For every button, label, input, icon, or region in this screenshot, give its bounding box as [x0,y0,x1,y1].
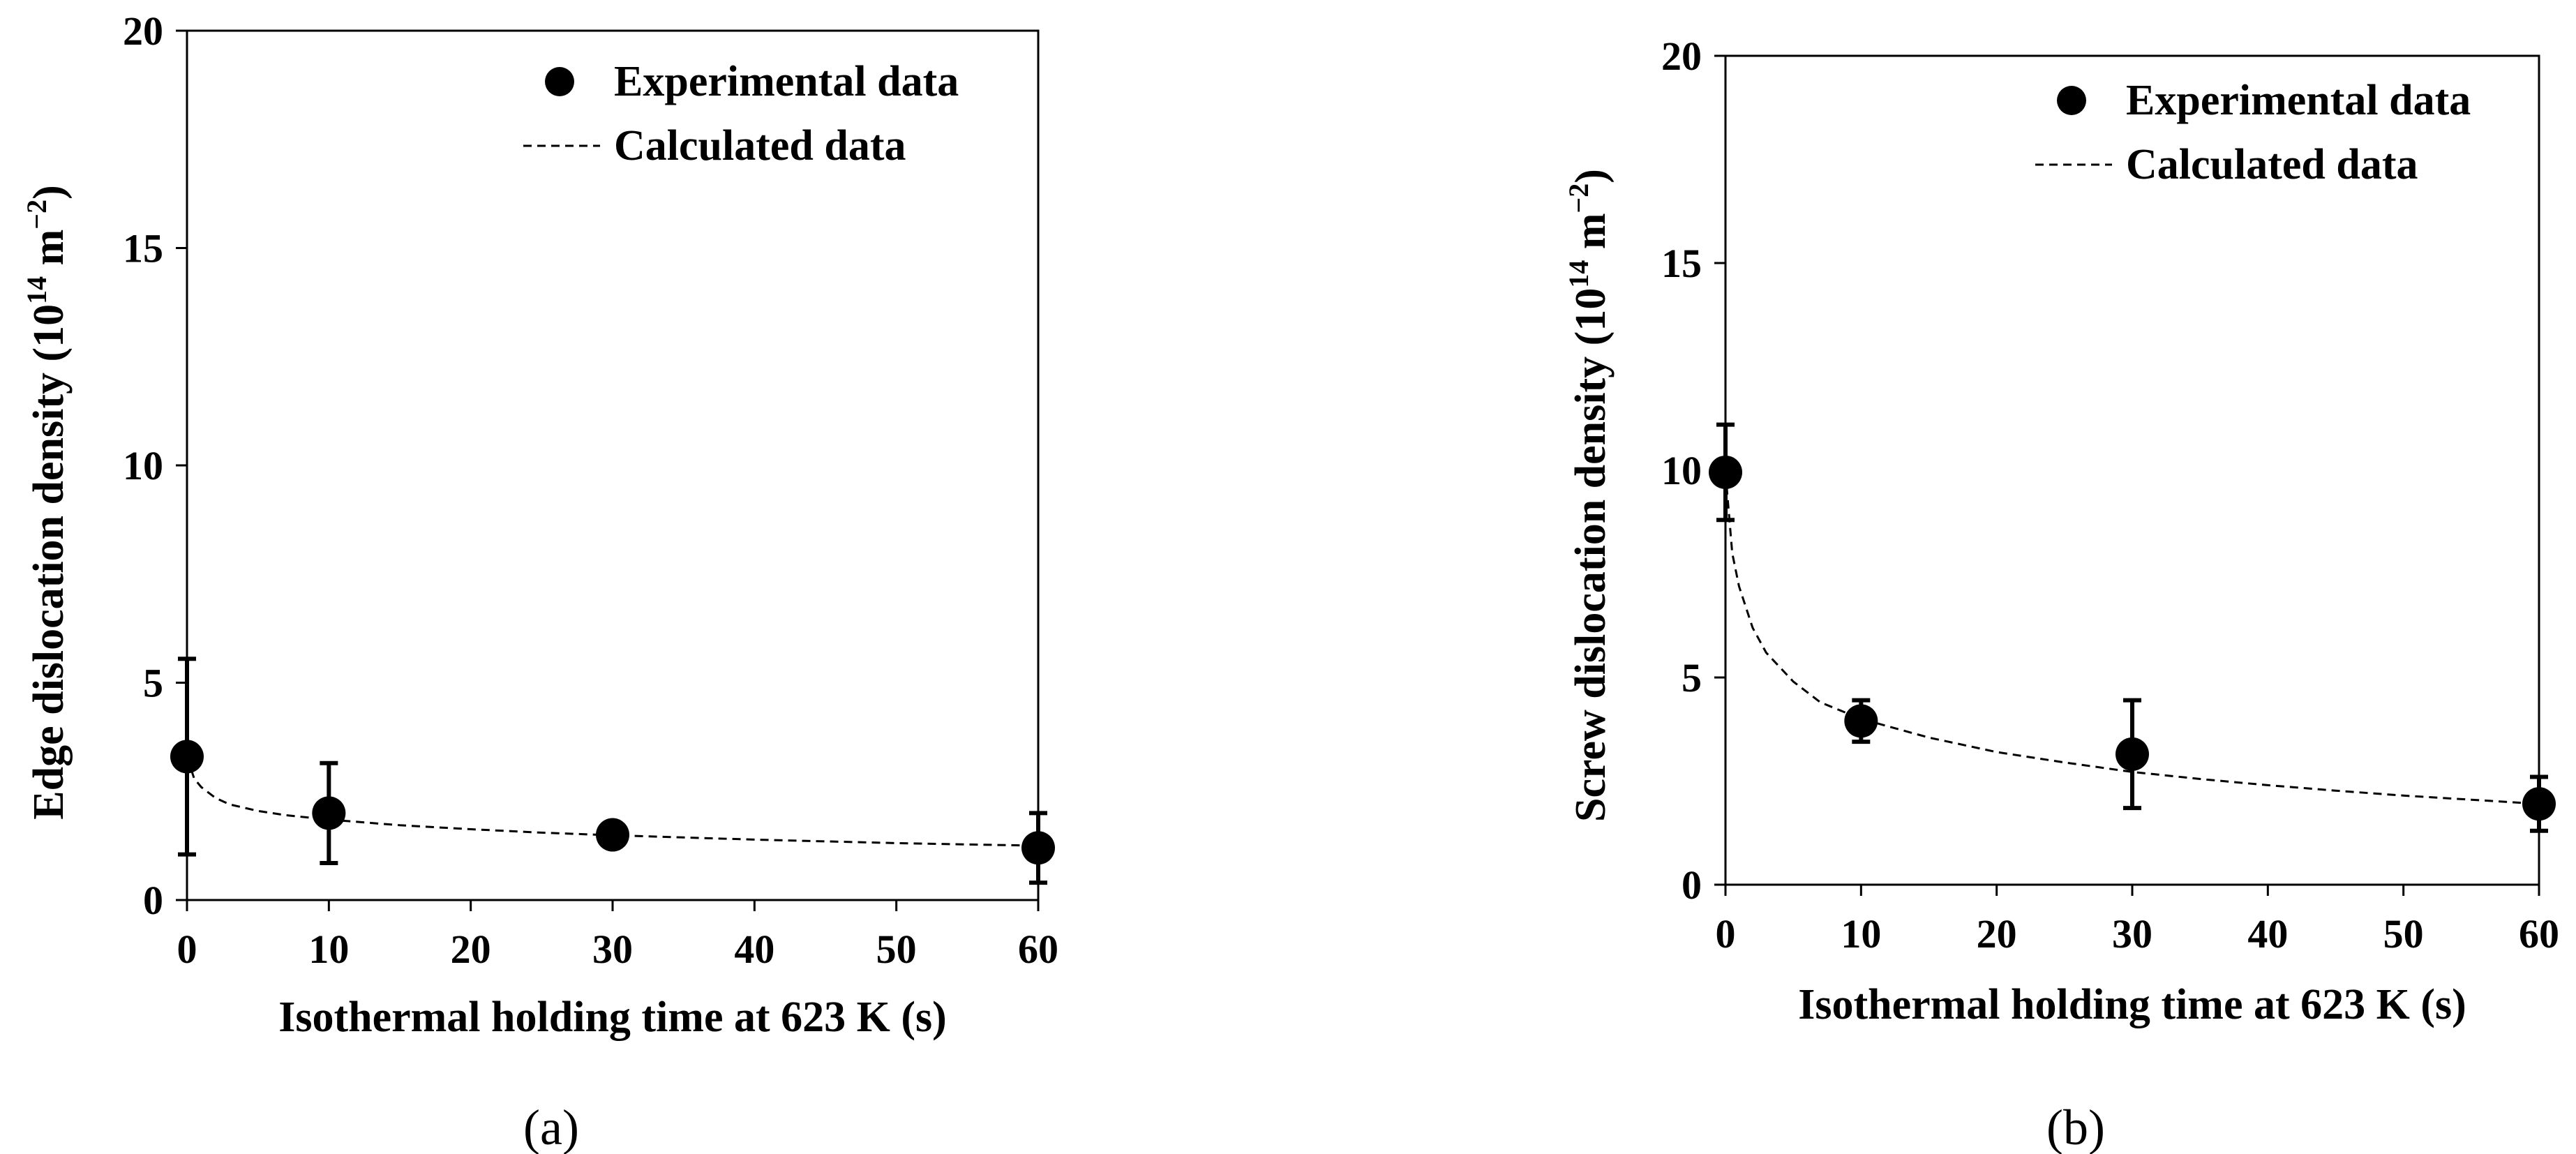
y-axis-unit: m [1567,213,1615,260]
x-tick-label: 30 [2112,911,2152,957]
y-axis-label: Edge dislocation density [25,373,73,820]
y-axis-unit-base: 10 [25,304,73,347]
legend-label-calculated: Calculated data [2126,141,2418,188]
experimental-data-point [170,740,204,774]
x-tick-label: 60 [2519,911,2559,957]
y-tick-label: 15 [123,226,163,271]
y-axis-label: Screw dislocation density [1567,357,1615,822]
y-axis-unit-exponent: 14 [21,276,52,304]
y-axis-unit-close: ) [25,185,73,200]
y-tick-label: 0 [143,878,163,923]
x-tick-label: 40 [2247,911,2288,957]
x-axis-title: Isothermal holding time at 623 K (s) [1798,981,2466,1028]
panel-label: (a) [523,1100,579,1154]
experimental-data-point [1844,704,1878,738]
calculated-data-line [1724,472,2540,805]
x-tick-label: 0 [1716,911,1736,957]
x-tick-label: 10 [1841,911,1881,957]
y-axis-title: Edge dislocation density (1014 m−2) [21,185,73,820]
y-tick-label: 20 [123,8,163,54]
x-tick-label: 50 [876,927,917,972]
experimental-data-point [2522,787,2556,821]
x-axis-title: Isothermal holding time at 623 K (s) [278,994,947,1041]
y-tick-label: 10 [1661,448,1702,493]
x-tick-label: 0 [177,927,197,972]
legend-label-experimental: Experimental data [614,58,959,105]
y-tick-label: 5 [143,661,163,706]
x-tick-label: 30 [592,927,633,972]
legend-label-experimental: Experimental data [2126,77,2471,124]
legend-marker-experimental [545,67,574,96]
y-tick-label: 15 [1661,241,1702,286]
x-tick-label: 40 [734,927,774,972]
y-axis-unit-close: ) [1567,169,1615,183]
panel-label: (b) [2046,1100,2105,1154]
x-tick-label: 20 [451,927,491,972]
y-axis-unit-power: −2 [1563,183,1594,213]
experimental-data-point [1709,455,1742,489]
x-tick-label: 50 [2383,911,2424,957]
plot-frame [186,29,1040,901]
experimental-data-point [2116,737,2149,771]
chart-panel-a: 0 10 20 30 40 50 60 0 5 10 15 20 Isothermal holding … [21,8,1058,1154]
y-tick-label: 20 [1661,33,1702,79]
legend-marker-experimental [2057,86,2086,115]
chart-panel-b: 0 10 20 30 40 50 60 0 5 10 15 20 Isothermal holding … [1563,33,2559,1154]
y-axis-unit-power: −2 [21,200,52,230]
calculated-data-line [186,756,1039,847]
x-tick-label: 20 [1977,911,2017,957]
y-axis-unit-base: 10 [1567,288,1615,331]
y-tick-label: 10 [123,443,163,488]
y-axis-title: Screw dislocation density (1014 m−2) [1563,169,1615,822]
y-tick-label: 5 [1682,655,1702,700]
y-axis-unit: m [25,230,73,276]
experimental-data-point [1021,831,1055,865]
y-axis-unit-open: ( [1567,331,1615,357]
experimental-data-point [312,796,346,830]
x-tick-label: 10 [308,927,349,972]
y-axis-unit-open: ( [25,347,73,373]
y-axis-unit-exponent: 14 [1563,260,1594,288]
x-tick-label: 60 [1018,927,1058,972]
legend-label-calculated: Calculated data [614,122,906,170]
y-tick-label: 0 [1682,862,1702,908]
experimental-data-point [596,818,629,852]
